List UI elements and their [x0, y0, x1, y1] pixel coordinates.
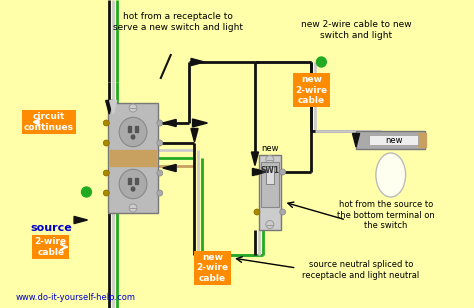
Text: www.do-it-yourself-help.com: www.do-it-yourself-help.com — [16, 294, 136, 302]
Bar — [369, 135, 419, 145]
Circle shape — [266, 156, 274, 164]
Bar — [259, 155, 281, 229]
Circle shape — [157, 170, 163, 176]
Circle shape — [157, 120, 163, 126]
Text: source: source — [30, 223, 72, 233]
Circle shape — [129, 104, 137, 112]
Polygon shape — [163, 164, 176, 172]
Circle shape — [103, 190, 109, 196]
Text: new: new — [261, 144, 279, 153]
Text: new
2-wire
cable: new 2-wire cable — [295, 75, 328, 105]
Circle shape — [317, 57, 326, 67]
Circle shape — [280, 169, 286, 175]
Circle shape — [254, 209, 260, 215]
Ellipse shape — [131, 187, 135, 191]
Circle shape — [280, 209, 286, 215]
Ellipse shape — [119, 169, 147, 199]
Circle shape — [103, 170, 109, 176]
Text: hot from a receptacle to
serve a new switch and light: hot from a receptacle to serve a new swi… — [113, 12, 243, 32]
Polygon shape — [253, 168, 266, 176]
Polygon shape — [163, 120, 176, 127]
Polygon shape — [106, 100, 113, 114]
Text: new
2-wire
cable: new 2-wire cable — [196, 253, 228, 283]
Circle shape — [103, 140, 109, 146]
Text: new: new — [385, 136, 402, 144]
Text: source neutral spliced to
receptacle and light neutral: source neutral spliced to receptacle and… — [302, 260, 419, 280]
Circle shape — [82, 187, 91, 197]
Polygon shape — [109, 100, 117, 114]
Polygon shape — [57, 124, 70, 132]
Polygon shape — [251, 152, 258, 165]
Text: SW1: SW1 — [260, 166, 279, 175]
Bar — [110, 150, 156, 166]
Text: 2-wire
cable: 2-wire cable — [35, 237, 67, 257]
Text: new 2-wire cable to new
switch and light: new 2-wire cable to new switch and light — [301, 20, 411, 40]
Bar — [108, 103, 158, 213]
Ellipse shape — [131, 135, 135, 139]
Bar — [135, 126, 137, 132]
Bar — [135, 178, 137, 184]
Text: circuit
continues: circuit continues — [24, 112, 74, 132]
Bar — [419, 133, 427, 147]
Text: hot from the source to
the bottom terminal on
the switch: hot from the source to the bottom termin… — [337, 200, 435, 230]
Bar — [261, 162, 279, 207]
Circle shape — [254, 169, 260, 175]
Bar — [356, 131, 426, 149]
Polygon shape — [191, 59, 204, 66]
Ellipse shape — [119, 117, 147, 147]
Polygon shape — [192, 119, 208, 127]
Circle shape — [266, 221, 274, 229]
Circle shape — [157, 140, 163, 146]
Polygon shape — [353, 133, 360, 147]
Polygon shape — [74, 217, 88, 224]
Polygon shape — [191, 128, 198, 142]
Bar — [266, 166, 274, 184]
Ellipse shape — [376, 153, 406, 197]
Circle shape — [103, 120, 109, 126]
Circle shape — [157, 190, 163, 196]
Bar — [128, 178, 130, 184]
Circle shape — [129, 204, 137, 212]
Bar — [128, 126, 130, 132]
